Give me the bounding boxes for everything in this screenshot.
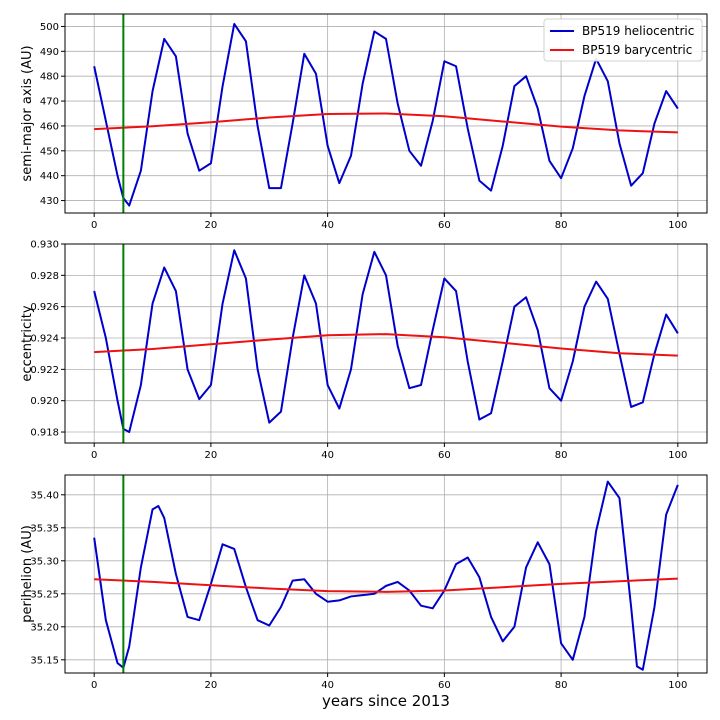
y-tick-label: 480 xyxy=(40,72,59,83)
x-tick-label: 20 xyxy=(205,450,218,461)
y-axis-label: perihelion (AU) xyxy=(20,525,35,623)
axis-ticks: 0 20 40 60 80 100 35.15 35.20 35.25 35.30 35.35 35.… xyxy=(30,490,687,691)
y-tick-label: 35.15 xyxy=(30,655,59,666)
y-tick-label: 450 xyxy=(40,146,59,157)
x-tick-label: 40 xyxy=(321,220,334,231)
barycentric-series-line xyxy=(94,577,678,593)
x-tick-label: 80 xyxy=(555,680,568,691)
y-tick-label: 35.35 xyxy=(30,523,59,534)
plot-area xyxy=(93,480,679,671)
x-tick-label: 0 xyxy=(91,680,97,691)
chart-panel-2: 0 20 40 60 80 100 0.918 0.920 0.922 0.924 0.926 0.9… xyxy=(20,240,708,462)
y-tick-label: 35.25 xyxy=(30,589,59,600)
y-tick-label: 440 xyxy=(40,171,59,182)
heliocentric-series-line xyxy=(93,480,679,671)
heliocentric-series-line xyxy=(93,22,679,207)
axes-frame xyxy=(64,243,708,444)
y-tick-label: 460 xyxy=(40,121,59,132)
x-tick-label: 0 xyxy=(91,450,97,461)
y-tick-label: 35.20 xyxy=(30,622,59,633)
axis-ticks: 0 20 40 60 80 100 0.918 0.920 0.922 0.924 0.926 0.9… xyxy=(30,240,687,462)
y-tick-label: 0.930 xyxy=(30,240,59,251)
y-tick-label: 0.918 xyxy=(30,428,59,439)
y-tick-label: 430 xyxy=(40,196,59,207)
y-tick-label: 500 xyxy=(40,22,59,33)
x-tick-label: 0 xyxy=(91,220,97,231)
x-tick-label: 60 xyxy=(438,220,451,231)
y-tick-label: 0.924 xyxy=(30,334,59,345)
x-tick-label: 60 xyxy=(438,680,451,691)
axes-frame xyxy=(64,474,708,674)
y-tick-label: 0.922 xyxy=(30,365,59,376)
x-tick-label: 40 xyxy=(321,680,334,691)
legend-entry: BP519 barycentric xyxy=(582,43,692,57)
legend-box xyxy=(543,18,703,62)
y-tick-label: 35.30 xyxy=(30,556,59,567)
plot-area xyxy=(93,22,679,207)
axes-frame xyxy=(64,13,708,214)
y-axis-label: semi-major axis (AU) xyxy=(20,45,35,181)
grid-lines xyxy=(65,14,707,213)
y-tick-label: 470 xyxy=(40,97,59,108)
y-tick-label: 0.928 xyxy=(30,271,59,282)
axis-ticks: 0 20 40 60 80 100 430 440 450 460 470 480 490 500 xyxy=(40,22,687,231)
legend-entry: BP519 heliocentric xyxy=(582,24,694,38)
y-tick-label: 0.926 xyxy=(30,302,59,313)
chart-panel-3: 0 20 40 60 80 100 35.15 35.20 35.25 35.30 35.35 35.… xyxy=(20,474,708,710)
y-tick-label: 490 xyxy=(40,47,59,58)
x-tick-label: 100 xyxy=(668,220,687,231)
y-tick-label: 35.40 xyxy=(30,490,59,501)
grid-lines xyxy=(65,475,707,673)
barycentric-series-line xyxy=(94,333,678,357)
y-axis-label: eccentricity xyxy=(20,305,35,381)
x-tick-label: 80 xyxy=(555,450,568,461)
x-tick-label: 100 xyxy=(668,450,687,461)
x-tick-label: 60 xyxy=(438,450,451,461)
x-tick-label: 100 xyxy=(668,680,687,691)
x-tick-label: 20 xyxy=(205,220,218,231)
x-tick-label: 40 xyxy=(321,450,334,461)
chart-panel-1: 0 20 40 60 80 100 430 440 450 460 470 480 490 500 semi… xyxy=(20,13,708,231)
heliocentric-series-line xyxy=(93,249,679,434)
legend: BP519 heliocentric BP519 barycentric xyxy=(543,18,703,62)
plot-area xyxy=(93,249,679,434)
grid-lines xyxy=(65,243,707,443)
x-tick-label: 20 xyxy=(205,680,218,691)
panels: 0 20 40 60 80 100 430 440 450 460 470 480 490 500 semi… xyxy=(20,13,708,710)
y-tick-label: 0.920 xyxy=(30,396,59,407)
x-tick-label: 80 xyxy=(555,220,568,231)
x-axis-label: years since 2013 xyxy=(322,692,450,710)
barycentric-series-line xyxy=(94,112,678,134)
